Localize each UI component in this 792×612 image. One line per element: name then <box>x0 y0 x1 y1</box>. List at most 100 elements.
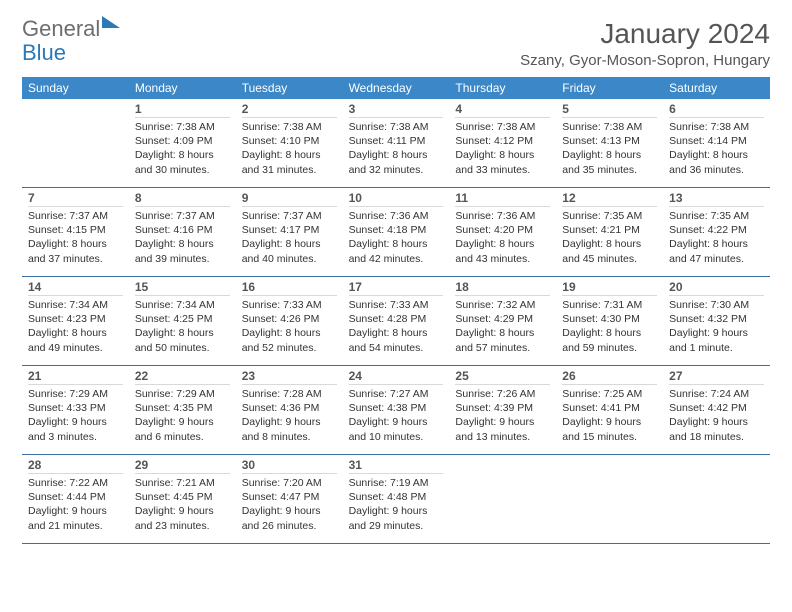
day-info: Sunrise: 7:31 AMSunset: 4:30 PMDaylight:… <box>562 298 657 355</box>
day-number: 9 <box>242 191 337 207</box>
day-cell: 18Sunrise: 7:32 AMSunset: 4:29 PMDayligh… <box>449 277 556 365</box>
day-info: Sunrise: 7:27 AMSunset: 4:38 PMDaylight:… <box>349 387 444 444</box>
day-info: Sunrise: 7:34 AMSunset: 4:25 PMDaylight:… <box>135 298 230 355</box>
day-cell: 5 Sunrise: 7:38 AMSunset: 4:13 PMDaylight… <box>556 99 663 187</box>
day-number: 14 <box>28 280 123 296</box>
weekday-saturday: Saturday <box>663 77 770 99</box>
location-text: Szany, Gyor-Moson-Sopron, Hungary <box>520 52 770 69</box>
day-number: 5 <box>562 102 657 118</box>
day-number: 6 <box>669 102 764 118</box>
day-number: 26 <box>562 369 657 385</box>
day-number: 27 <box>669 369 764 385</box>
weeks-container: 1 Sunrise: 7:38 AMSunset: 4:09 PMDaylight… <box>22 99 770 544</box>
week-row: 21 Sunrise: 7:29 AMSunset: 4:33 PMDayligh… <box>22 366 770 455</box>
logo-blue-row: Blue <box>22 40 100 66</box>
day-info: Sunrise: 7:36 AMSunset: 4:18 PMDaylight:… <box>349 209 444 266</box>
day-number: 30 <box>242 458 337 474</box>
day-number: 20 <box>669 280 764 296</box>
day-info: Sunrise: 7:29 AMSunset: 4:33 PMDaylight:… <box>28 387 123 444</box>
day-number: 2 <box>242 102 337 118</box>
day-cell <box>449 455 556 543</box>
day-info: Sunrise: 7:32 AMSunset: 4:29 PMDaylight:… <box>455 298 550 355</box>
day-info: Sunrise: 7:36 AMSunset: 4:20 PMDaylight:… <box>455 209 550 266</box>
day-info: Sunrise: 7:24 AMSunset: 4:42 PMDaylight:… <box>669 387 764 444</box>
month-title: January 2024 <box>520 18 770 50</box>
day-info: Sunrise: 7:38 AMSunset: 4:09 PMDaylight:… <box>135 120 230 177</box>
day-number: 31 <box>349 458 444 474</box>
day-number: 12 <box>562 191 657 207</box>
day-cell <box>22 99 129 187</box>
day-cell: 13 Sunrise: 7:35 AMSunset: 4:22 PMDayligh… <box>663 188 770 276</box>
day-cell: 9Sunrise: 7:37 AMSunset: 4:17 PMDaylight… <box>236 188 343 276</box>
logo-text-blue: Blue <box>22 40 66 66</box>
day-number: 15 <box>135 280 230 296</box>
day-cell <box>663 455 770 543</box>
day-number: 4 <box>455 102 550 118</box>
day-cell: 1 Sunrise: 7:38 AMSunset: 4:09 PMDaylight… <box>129 99 236 187</box>
day-number: 3 <box>349 102 444 118</box>
day-number: 21 <box>28 369 123 385</box>
logo: General Blue <box>22 18 120 66</box>
day-cell: 6 Sunrise: 7:38 AMSunset: 4:14 PMDaylight… <box>663 99 770 187</box>
day-number: 8 <box>135 191 230 207</box>
day-number: 13 <box>669 191 764 207</box>
day-cell: 21 Sunrise: 7:29 AMSunset: 4:33 PMDayligh… <box>22 366 129 454</box>
day-number: 16 <box>242 280 337 296</box>
weekday-thursday: Thursday <box>449 77 556 99</box>
weekday-sunday: Sunday <box>22 77 129 99</box>
calendar: SundayMondayTuesdayWednesdayThursdayFrid… <box>22 77 770 544</box>
day-number: 10 <box>349 191 444 207</box>
day-number: 28 <box>28 458 123 474</box>
week-row: 1 Sunrise: 7:38 AMSunset: 4:09 PMDaylight… <box>22 99 770 188</box>
week-row: 28 Sunrise: 7:22 AMSunset: 4:44 PMDayligh… <box>22 455 770 544</box>
header: General Blue January 2024 Szany, Gyor-Mo… <box>22 18 770 69</box>
day-number: 24 <box>349 369 444 385</box>
day-cell: 14 Sunrise: 7:34 AMSunset: 4:23 PMDayligh… <box>22 277 129 365</box>
day-cell: 27 Sunrise: 7:24 AMSunset: 4:42 PMDayligh… <box>663 366 770 454</box>
day-number: 29 <box>135 458 230 474</box>
day-cell: 3 Sunrise: 7:38 AMSunset: 4:11 PMDaylight… <box>343 99 450 187</box>
day-cell: 17 Sunrise: 7:33 AMSunset: 4:28 PMDayligh… <box>343 277 450 365</box>
day-info: Sunrise: 7:33 AMSunset: 4:26 PMDaylight:… <box>242 298 337 355</box>
day-cell: 16 Sunrise: 7:33 AMSunset: 4:26 PMDayligh… <box>236 277 343 365</box>
day-number: 7 <box>28 191 123 207</box>
day-info: Sunrise: 7:22 AMSunset: 4:44 PMDaylight:… <box>28 476 123 533</box>
day-info: Sunrise: 7:35 AMSunset: 4:22 PMDaylight:… <box>669 209 764 266</box>
day-info: Sunrise: 7:21 AMSunset: 4:45 PMDaylight:… <box>135 476 230 533</box>
logo-text-gray: General <box>22 18 100 40</box>
day-cell <box>556 455 663 543</box>
day-number: 22 <box>135 369 230 385</box>
day-cell: 26Sunrise: 7:25 AMSunset: 4:41 PMDayligh… <box>556 366 663 454</box>
day-info: Sunrise: 7:20 AMSunset: 4:47 PMDaylight:… <box>242 476 337 533</box>
day-info: Sunrise: 7:30 AMSunset: 4:32 PMDaylight:… <box>669 298 764 355</box>
day-info: Sunrise: 7:38 AMSunset: 4:13 PMDaylight:… <box>562 120 657 177</box>
weekday-monday: Monday <box>129 77 236 99</box>
title-block: January 2024 Szany, Gyor-Moson-Sopron, H… <box>520 18 770 69</box>
day-cell: 31 Sunrise: 7:19 AMSunset: 4:48 PMDayligh… <box>343 455 450 543</box>
day-info: Sunrise: 7:38 AMSunset: 4:14 PMDaylight:… <box>669 120 764 177</box>
week-row: 14 Sunrise: 7:34 AMSunset: 4:23 PMDayligh… <box>22 277 770 366</box>
week-row: 7Sunrise: 7:37 AMSunset: 4:15 PMDaylight… <box>22 188 770 277</box>
day-number: 17 <box>349 280 444 296</box>
day-info: Sunrise: 7:38 AMSunset: 4:10 PMDaylight:… <box>242 120 337 177</box>
day-info: Sunrise: 7:28 AMSunset: 4:36 PMDaylight:… <box>242 387 337 444</box>
day-info: Sunrise: 7:38 AMSunset: 4:11 PMDaylight:… <box>349 120 444 177</box>
weekday-friday: Friday <box>556 77 663 99</box>
day-number: 1 <box>135 102 230 118</box>
day-cell: 22Sunrise: 7:29 AMSunset: 4:35 PMDayligh… <box>129 366 236 454</box>
day-cell: 11 Sunrise: 7:36 AMSunset: 4:20 PMDayligh… <box>449 188 556 276</box>
day-number: 25 <box>455 369 550 385</box>
day-cell: 30 Sunrise: 7:20 AMSunset: 4:47 PMDayligh… <box>236 455 343 543</box>
weekday-header-row: SundayMondayTuesdayWednesdayThursdayFrid… <box>22 77 770 99</box>
day-info: Sunrise: 7:38 AMSunset: 4:12 PMDaylight:… <box>455 120 550 177</box>
day-number: 23 <box>242 369 337 385</box>
day-info: Sunrise: 7:33 AMSunset: 4:28 PMDaylight:… <box>349 298 444 355</box>
day-info: Sunrise: 7:34 AMSunset: 4:23 PMDaylight:… <box>28 298 123 355</box>
day-number: 19 <box>562 280 657 296</box>
weekday-tuesday: Tuesday <box>236 77 343 99</box>
day-cell: 2 Sunrise: 7:38 AMSunset: 4:10 PMDaylight… <box>236 99 343 187</box>
day-info: Sunrise: 7:19 AMSunset: 4:48 PMDaylight:… <box>349 476 444 533</box>
day-number: 11 <box>455 191 550 207</box>
weekday-wednesday: Wednesday <box>343 77 450 99</box>
day-cell: 25Sunrise: 7:26 AMSunset: 4:39 PMDayligh… <box>449 366 556 454</box>
